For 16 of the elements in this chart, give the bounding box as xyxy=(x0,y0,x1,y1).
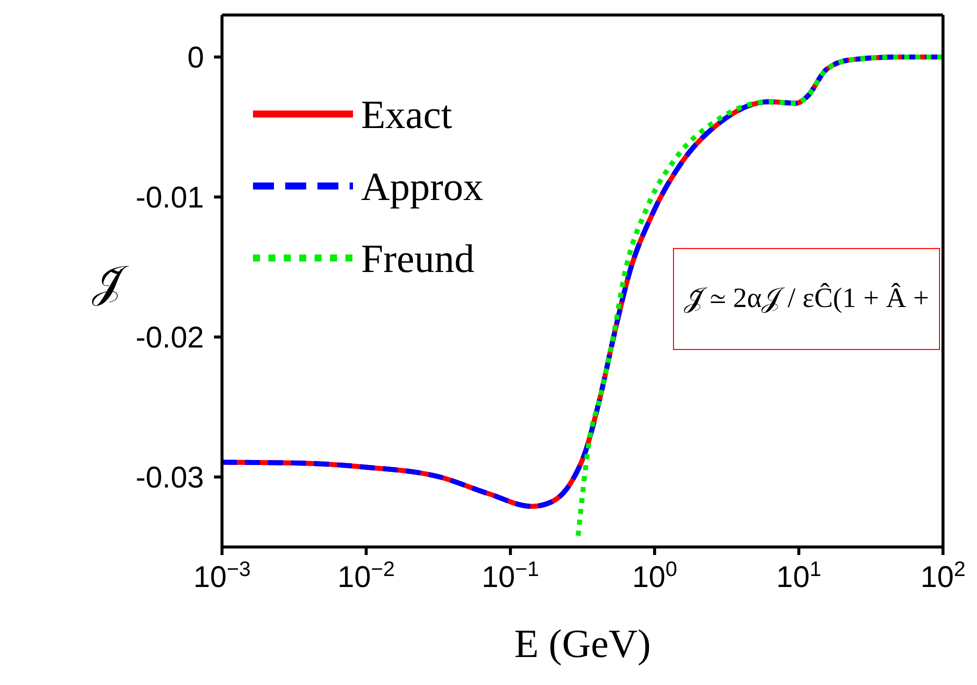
formula-box: 𝒥̃ ≃ 2α𝒥 / εĈ(1 + Â + xyxy=(673,248,940,350)
x-axis-title: E (GeV) xyxy=(514,621,651,666)
legend-label: Freund xyxy=(361,234,474,282)
legend-label: Exact xyxy=(361,90,452,138)
x-tick-label: 10$^{0}$ xyxy=(632,558,678,594)
legend-label: Approx xyxy=(361,162,484,210)
x-tick-label: 10$^{−2}$ xyxy=(338,558,395,594)
x-tick-label: 10$^{1}$ xyxy=(776,558,822,594)
y-tick-label: -0.03 xyxy=(136,462,204,494)
y-tick-label: -0.01 xyxy=(136,182,204,214)
x-tick-label: 10$^{2}$ xyxy=(920,558,966,594)
y-axis-title: 𝒥̃ xyxy=(92,258,129,307)
y-tick-label: 0 xyxy=(187,42,204,74)
y-tick-label: -0.02 xyxy=(136,322,204,354)
x-tick-label: 10$^{−1}$ xyxy=(482,558,540,594)
x-tick-label: 10$^{−3}$ xyxy=(193,558,251,594)
